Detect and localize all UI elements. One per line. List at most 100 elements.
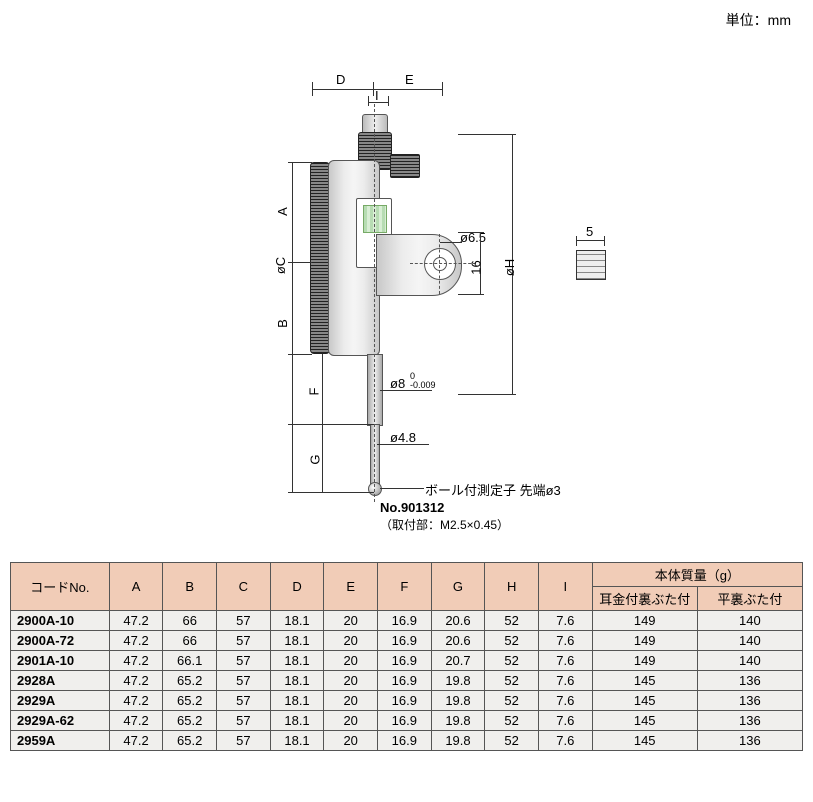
dim-a-label: A <box>275 207 290 216</box>
dim-5-label: 5 <box>586 224 593 239</box>
cell-value: 18.1 <box>270 671 324 691</box>
table-row: 2901A-1047.266.15718.12016.920.7527.6149… <box>11 651 803 671</box>
dim-d-label: D <box>336 72 345 87</box>
cell-value: 66 <box>163 611 217 631</box>
cell-value: 57 <box>217 631 271 651</box>
cell-value: 20 <box>324 651 378 671</box>
cell-mass: 149 <box>592 631 697 651</box>
phi8-tol-label: 0 -0.009 <box>410 372 436 390</box>
cell-mass: 136 <box>697 671 802 691</box>
th-mass: 本体質量（g） <box>592 563 802 587</box>
cell-value: 66 <box>163 631 217 651</box>
cell-value: 57 <box>217 711 271 731</box>
lug-hole-inner <box>433 257 447 271</box>
adjust-knob <box>390 154 420 178</box>
cell-value: 7.6 <box>538 651 592 671</box>
cell-code: 2900A-10 <box>11 611 110 631</box>
cell-value: 52 <box>485 691 539 711</box>
cell-value: 20.6 <box>431 631 485 651</box>
lug-section <box>576 250 606 280</box>
cell-value: 7.6 <box>538 611 592 631</box>
cell-value: 52 <box>485 671 539 691</box>
cell-value: 7.6 <box>538 631 592 651</box>
dim-g-label: G <box>308 454 323 464</box>
cell-value: 16.9 <box>378 691 432 711</box>
cell-value: 66.1 <box>163 651 217 671</box>
technical-drawing: D E I A øC B F G ø6.5 16 <box>10 34 803 554</box>
cell-value: 16.9 <box>378 631 432 651</box>
cell-mass: 145 <box>592 731 697 751</box>
mount-spec-label: （取付部：M2.5×0.45） <box>380 516 509 533</box>
table-row: 2929A47.265.25718.12016.919.8527.6145136 <box>11 691 803 711</box>
th-h: H <box>485 563 539 611</box>
cell-value: 16.9 <box>378 731 432 751</box>
cell-value: 18.1 <box>270 711 324 731</box>
cell-value: 7.6 <box>538 671 592 691</box>
cell-value: 65.2 <box>163 671 217 691</box>
cell-code: 2901A-10 <box>11 651 110 671</box>
cell-value: 16.9 <box>378 671 432 691</box>
cell-code: 2929A-62 <box>11 711 110 731</box>
dim-b-label: B <box>275 319 290 328</box>
cell-value: 65.2 <box>163 691 217 711</box>
cell-value: 47.2 <box>109 691 163 711</box>
cell-value: 47.2 <box>109 651 163 671</box>
dim-h-label: øH <box>502 259 517 276</box>
cell-mass: 145 <box>592 691 697 711</box>
cell-value: 20 <box>324 671 378 691</box>
cell-mass: 149 <box>592 651 697 671</box>
table-row: 2900A-7247.2665718.12016.920.6527.614914… <box>11 631 803 651</box>
table-row: 2928A47.265.25718.12016.919.8527.6145136 <box>11 671 803 691</box>
dim-c-label: øC <box>273 257 288 274</box>
th-a: A <box>109 563 163 611</box>
cell-value: 20.6 <box>431 611 485 631</box>
cell-value: 57 <box>217 691 271 711</box>
th-i: I <box>538 563 592 611</box>
cell-value: 18.1 <box>270 651 324 671</box>
dim-i-label: I <box>375 88 379 103</box>
table-row: 2959A47.265.25718.12016.919.8527.6145136 <box>11 731 803 751</box>
cell-mass: 136 <box>697 691 802 711</box>
table-body: 2900A-1047.2665718.12016.920.6527.614914… <box>11 611 803 751</box>
cell-code: 2959A <box>11 731 110 751</box>
gauge-cap <box>362 114 388 134</box>
cell-value: 65.2 <box>163 711 217 731</box>
dim-16-label: 16 <box>469 260 484 274</box>
th-e: E <box>324 563 378 611</box>
cell-value: 20 <box>324 711 378 731</box>
table-header: コードNo. A B C D E F G H I 本体質量（g） 耳金付裏ぶた付… <box>11 563 803 611</box>
cell-value: 18.1 <box>270 631 324 651</box>
cell-code: 2929A <box>11 691 110 711</box>
th-mass-lug: 耳金付裏ぶた付 <box>592 587 697 611</box>
th-b: B <box>163 563 217 611</box>
phi48-label: ø4.8 <box>390 430 416 445</box>
cell-value: 65.2 <box>163 731 217 751</box>
cell-value: 52 <box>485 631 539 651</box>
cell-mass: 140 <box>697 631 802 651</box>
cell-code: 2928A <box>11 671 110 691</box>
th-d: D <box>270 563 324 611</box>
cell-mass: 140 <box>697 651 802 671</box>
cell-value: 20 <box>324 731 378 751</box>
cell-mass: 136 <box>697 711 802 731</box>
cell-mass: 140 <box>697 611 802 631</box>
th-code: コードNo. <box>11 563 110 611</box>
cell-value: 18.1 <box>270 731 324 751</box>
cell-value: 47.2 <box>109 611 163 631</box>
contact-ball <box>368 482 382 496</box>
cell-mass: 149 <box>592 611 697 631</box>
spindle <box>370 424 380 486</box>
cell-value: 7.6 <box>538 691 592 711</box>
cell-value: 20 <box>324 631 378 651</box>
cell-value: 57 <box>217 731 271 751</box>
cell-value: 57 <box>217 611 271 631</box>
cell-value: 47.2 <box>109 671 163 691</box>
cell-value: 20 <box>324 691 378 711</box>
cell-value: 47.2 <box>109 731 163 751</box>
table-row: 2900A-1047.2665718.12016.920.6527.614914… <box>11 611 803 631</box>
table-row: 2929A-6247.265.25718.12016.919.8527.6145… <box>11 711 803 731</box>
th-g: G <box>431 563 485 611</box>
cell-value: 57 <box>217 671 271 691</box>
partno-label: No.901312 <box>380 500 444 515</box>
cell-value: 52 <box>485 651 539 671</box>
